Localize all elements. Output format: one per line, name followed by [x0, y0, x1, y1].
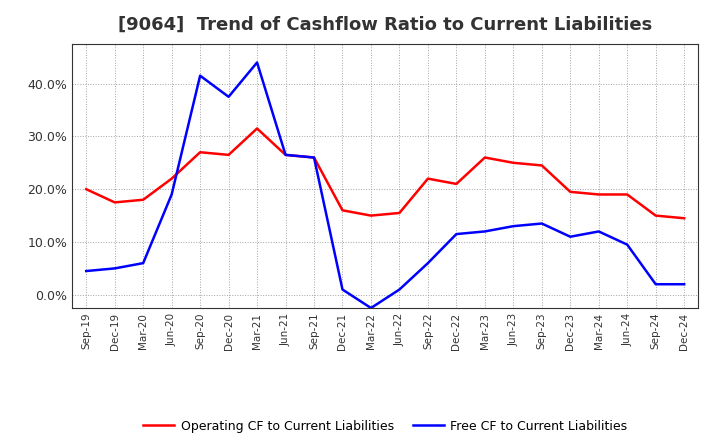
Free CF to Current Liabilities: [680, 282, 688, 287]
Operating CF to Current Liabilities: [110, 200, 119, 205]
Free CF to Current Liabilities: [537, 221, 546, 226]
Operating CF to Current Liabilities: [139, 197, 148, 202]
Operating CF to Current Liabilities: [623, 192, 631, 197]
Operating CF to Current Liabilities: [253, 126, 261, 131]
Free CF to Current Liabilities: [110, 266, 119, 271]
Operating CF to Current Liabilities: [310, 155, 318, 160]
Free CF to Current Liabilities: [595, 229, 603, 234]
Operating CF to Current Liabilities: [652, 213, 660, 218]
Free CF to Current Liabilities: [139, 260, 148, 266]
Free CF to Current Liabilities: [310, 155, 318, 160]
Free CF to Current Liabilities: [452, 231, 461, 237]
Operating CF to Current Liabilities: [566, 189, 575, 194]
Free CF to Current Liabilities: [196, 73, 204, 78]
Operating CF to Current Liabilities: [423, 176, 432, 181]
Free CF to Current Liabilities: [509, 224, 518, 229]
Free CF to Current Liabilities: [480, 229, 489, 234]
Line: Free CF to Current Liabilities: Free CF to Current Liabilities: [86, 62, 684, 308]
Free CF to Current Liabilities: [82, 268, 91, 274]
Free CF to Current Liabilities: [423, 260, 432, 266]
Free CF to Current Liabilities: [652, 282, 660, 287]
Operating CF to Current Liabilities: [225, 152, 233, 158]
Operating CF to Current Liabilities: [537, 163, 546, 168]
Operating CF to Current Liabilities: [196, 150, 204, 155]
Operating CF to Current Liabilities: [167, 176, 176, 181]
Operating CF to Current Liabilities: [282, 152, 290, 158]
Operating CF to Current Liabilities: [680, 216, 688, 221]
Free CF to Current Liabilities: [282, 152, 290, 158]
Operating CF to Current Liabilities: [82, 187, 91, 192]
Free CF to Current Liabilities: [566, 234, 575, 239]
Free CF to Current Liabilities: [253, 60, 261, 65]
Free CF to Current Liabilities: [366, 305, 375, 311]
Operating CF to Current Liabilities: [338, 208, 347, 213]
Operating CF to Current Liabilities: [395, 210, 404, 216]
Free CF to Current Liabilities: [225, 94, 233, 99]
Operating CF to Current Liabilities: [480, 155, 489, 160]
Operating CF to Current Liabilities: [509, 160, 518, 165]
Line: Operating CF to Current Liabilities: Operating CF to Current Liabilities: [86, 128, 684, 218]
Free CF to Current Liabilities: [395, 287, 404, 292]
Free CF to Current Liabilities: [167, 192, 176, 197]
Operating CF to Current Liabilities: [452, 181, 461, 187]
Free CF to Current Liabilities: [338, 287, 347, 292]
Operating CF to Current Liabilities: [366, 213, 375, 218]
Operating CF to Current Liabilities: [595, 192, 603, 197]
Free CF to Current Liabilities: [623, 242, 631, 247]
Legend: Operating CF to Current Liabilities, Free CF to Current Liabilities: Operating CF to Current Liabilities, Fre…: [138, 414, 632, 437]
Title: [9064]  Trend of Cashflow Ratio to Current Liabilities: [9064] Trend of Cashflow Ratio to Curren…: [118, 16, 652, 34]
